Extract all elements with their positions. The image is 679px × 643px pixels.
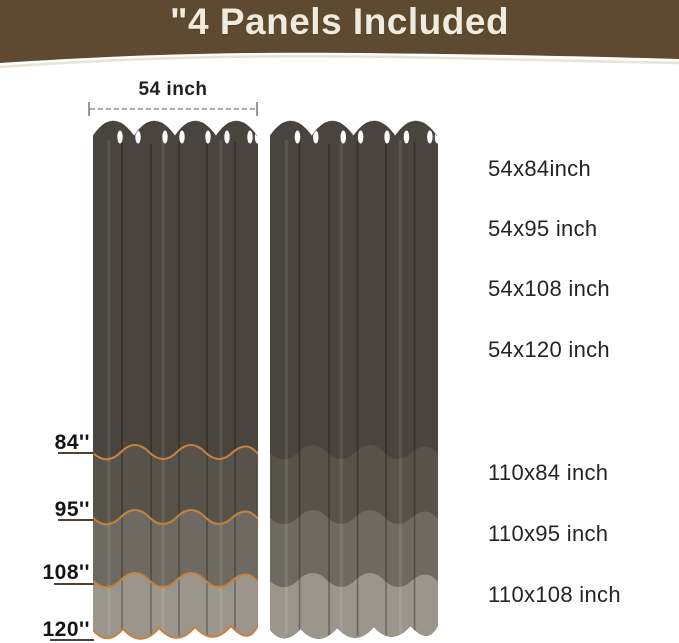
length-measure-line-120 [50,639,94,641]
size-option-110x84: 110x84 inch [488,460,609,485]
length-measure-line-108 [54,583,94,585]
size-option-54x95: 54x95 inch [488,216,598,241]
length-measure-line-84 [58,452,94,454]
size-option-54x84: 54x84inch [488,156,591,181]
banner-ribbon [0,0,679,69]
width-measure-line [88,102,258,116]
curtain-panel-right [270,120,438,643]
length-measure-label-95: 95'' [54,498,90,521]
size-option-110x95: 110x95 inch [488,521,609,546]
size-option-54x120: 54x120 inch [488,337,610,362]
curtain-panel-left [93,120,258,643]
size-option-54x108: 54x108 inch [488,276,610,301]
size-option-110x108: 110x108 inch [488,582,621,607]
length-measure-label-108: 108'' [42,561,90,584]
banner-title: "4 Panels Included [169,1,510,42]
length-measure-line-95 [58,519,94,521]
width-measure-label: 54 inch [138,79,208,100]
length-measure-label-84: 84'' [54,431,90,454]
length-measure-label-120: 120'' [42,618,90,641]
